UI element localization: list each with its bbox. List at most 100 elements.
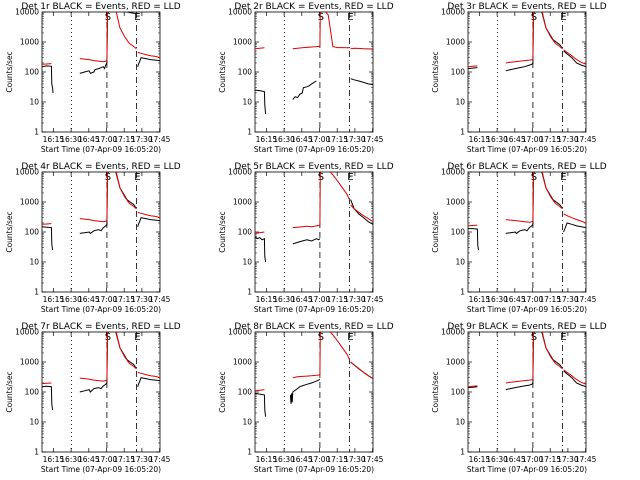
series-events (289, 378, 321, 404)
x-tick-label: 17:15 (113, 135, 135, 144)
y-tick-label: 100 (25, 388, 40, 397)
y-tick-label: 100 (25, 228, 40, 237)
x-tick-label: 16:45 (78, 135, 100, 144)
y-tick-label: 1 (460, 448, 465, 457)
x-tick-label: 17:45 (575, 295, 597, 304)
plot-frame (254, 331, 374, 453)
series-lld (42, 63, 52, 65)
y-tick-label: 1000 (20, 198, 39, 207)
x-tick-label: 17:30 (557, 455, 579, 464)
y-tick-label: 10 (455, 418, 465, 427)
x-axis-label: Start Time (07-Apr-09 16:05:20) (41, 305, 161, 314)
plot-frame (254, 11, 374, 133)
series-lld (468, 385, 478, 388)
series-lld (350, 47, 373, 50)
series-lld (505, 332, 563, 384)
y-tick-label: 10000 (228, 328, 252, 337)
series-lld (350, 204, 373, 223)
x-tick-label: 17:15 (113, 295, 135, 304)
series-events (137, 57, 160, 67)
x-tick-label: 17:30 (131, 455, 153, 464)
x-tick-label: 17:00 (96, 295, 118, 304)
x-tick-label: 17:00 (309, 295, 331, 304)
y-tick-label: 10 (29, 418, 39, 427)
plot-frame (467, 171, 587, 293)
panel-det-1: Det 1r BLACK = Events, RED = LLD 1 10 100 10… (5, 2, 181, 154)
series-events (505, 332, 563, 391)
y-axis-label: Counts/sec (431, 211, 440, 252)
y-tick-label: 1 (247, 128, 252, 137)
series-lld (137, 51, 160, 59)
x-tick-label: 16:30 (273, 295, 295, 304)
x-tick-label: 16:15 (469, 455, 491, 464)
y-tick-label: 1 (247, 448, 252, 457)
x-axis-label: Start Time (07-Apr-09 16:05:20) (254, 305, 374, 314)
panel-det-5: Det 5r BLACK = Events, RED = LLD 1 10 100 10… (218, 162, 394, 314)
marker-label: S (318, 12, 324, 23)
x-tick-label: 16:45 (78, 455, 100, 464)
x-tick-label: 17:45 (149, 295, 171, 304)
x-tick-label: 16:45 (504, 295, 526, 304)
series-events (137, 217, 160, 227)
y-axis-label: Counts/sec (218, 211, 227, 252)
x-tick-label: 17:15 (113, 455, 135, 464)
panel-title: Det 6r BLACK = Events, RED = LLD (447, 162, 606, 172)
x-tick-label: 17:15 (326, 295, 348, 304)
x-tick-label: 17:00 (96, 135, 118, 144)
y-tick-label: 10000 (15, 8, 39, 17)
plot-frame (467, 331, 587, 453)
marker-label: E (347, 332, 353, 343)
series-lld (468, 224, 478, 227)
series-lld (292, 12, 350, 50)
x-tick-label: 17:15 (326, 455, 348, 464)
y-axis-label: Counts/sec (5, 51, 14, 92)
y-tick-label: 1000 (233, 198, 252, 207)
panel-title: Det 2r BLACK = Events, RED = LLD (234, 2, 393, 12)
series-lld (42, 382, 52, 385)
x-tick-label: 16:30 (486, 295, 508, 304)
x-tick-label: 17:00 (522, 295, 544, 304)
x-tick-label: 16:30 (60, 455, 82, 464)
x-tick-label: 16:45 (78, 295, 100, 304)
panel-det-8: Det 8r BLACK = Events, RED = LLD 1 10 100 10… (218, 322, 394, 474)
series-events (42, 226, 54, 251)
y-tick-label: 10 (455, 258, 465, 267)
x-tick-label: 17:30 (344, 455, 366, 464)
series-events (468, 386, 478, 389)
plot-frame (41, 11, 161, 133)
x-tick-label: 17:45 (362, 455, 384, 464)
y-tick-label: 1000 (233, 358, 252, 367)
series-events (563, 50, 586, 68)
x-tick-label: 16:45 (504, 135, 526, 144)
series-lld (563, 369, 586, 385)
x-tick-label: 17:15 (539, 455, 561, 464)
series-lld (79, 172, 137, 223)
x-axis-label: Start Time (07-Apr-09 16:05:20) (41, 465, 161, 474)
x-tick-label: 17:30 (344, 135, 366, 144)
x-axis-label: Start Time (07-Apr-09 16:05:20) (254, 465, 374, 474)
x-tick-label: 16:30 (60, 295, 82, 304)
y-tick-label: 10000 (441, 8, 465, 17)
series-events (255, 236, 267, 263)
series-events (563, 222, 586, 233)
panel-det-9: Det 9r BLACK = Events, RED = LLD 1 10 100 10… (431, 322, 607, 474)
y-tick-label: 10 (455, 98, 465, 107)
y-tick-label: 100 (451, 228, 466, 237)
y-tick-label: 1000 (446, 198, 465, 207)
panel-title: Det 1r BLACK = Events, RED = LLD (21, 2, 180, 12)
y-tick-label: 10000 (228, 8, 252, 17)
series-events (255, 392, 267, 417)
y-tick-label: 100 (451, 68, 466, 77)
x-tick-label: 17:45 (362, 135, 384, 144)
x-tick-label: 17:45 (575, 455, 597, 464)
marker-label: S (318, 332, 324, 343)
series-lld (505, 172, 563, 223)
marker-label: E (347, 12, 353, 23)
series-events (505, 12, 563, 72)
panel-det-2: Det 2r BLACK = Events, RED = LLD 1 10 100 10… (218, 2, 394, 154)
x-tick-label: 17:30 (344, 295, 366, 304)
x-tick-label: 17:30 (557, 135, 579, 144)
series-events (42, 385, 54, 411)
marker-label: E (560, 12, 566, 23)
x-tick-label: 17:45 (149, 135, 171, 144)
